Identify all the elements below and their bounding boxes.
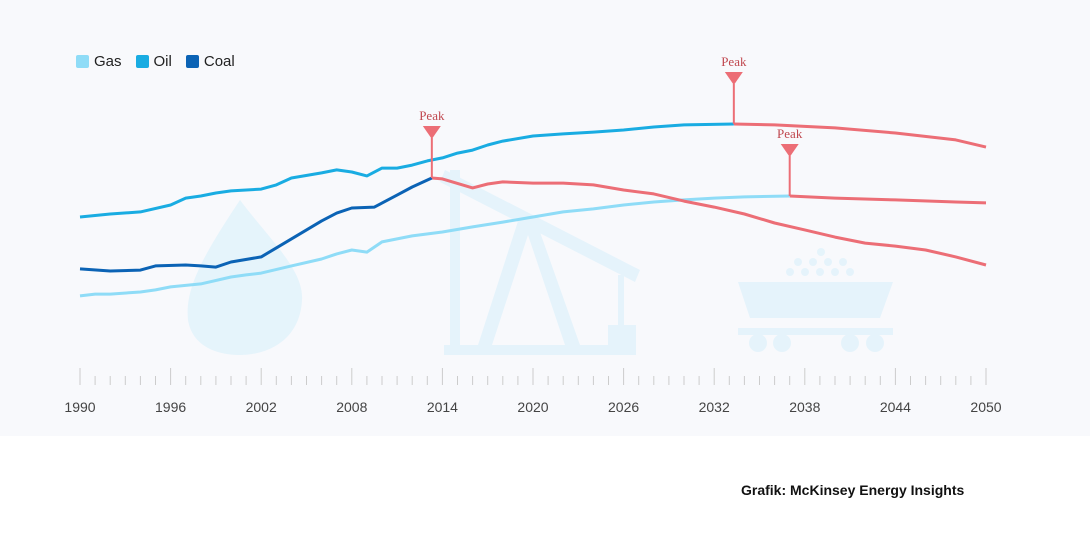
legend-item-gas[interactable]: Gas (76, 53, 122, 70)
watermarks (187, 170, 893, 355)
chart-panel (0, 0, 1090, 436)
coal-cart-icon (738, 248, 893, 352)
gas-peak-label: Peak (777, 126, 803, 141)
legend-swatch-oil (135, 55, 149, 68)
x-axis: 1990 1996 2002 2008 2014 2020 2026 2032 2038 2044… (64, 368, 1002, 415)
coal-line (79, 176, 433, 273)
legend-swatch-gas (76, 55, 89, 68)
coal-forecast-line (431, 176, 987, 267)
legend: Gas Oil Coal (76, 53, 235, 70)
pumpjack-icon (440, 170, 640, 355)
legend-swatch-coal (185, 55, 199, 68)
x-tick-label: 2008 (336, 399, 367, 415)
x-tick-label: 2026 (608, 399, 639, 415)
oil-peak-marker (724, 72, 743, 85)
oil-line (79, 122, 734, 219)
x-tick-label: 2014 (427, 399, 458, 415)
coal-peak-label: Peak (419, 108, 445, 123)
peak-markers: Peak Peak Peak (419, 54, 803, 196)
x-tick-label: 2002 (246, 399, 277, 415)
gas-peak-marker (780, 144, 799, 157)
legend-item-coal[interactable]: Coal (185, 53, 235, 70)
x-tick-label: 2020 (517, 399, 548, 415)
oil-peak-label: Peak (721, 54, 747, 69)
credit-text: Grafik: McKinsey Energy Insights (741, 482, 965, 498)
x-tick-label: 2038 (789, 399, 820, 415)
legend-item-oil[interactable]: Oil (135, 53, 172, 70)
x-tick-label: 1990 (64, 399, 95, 415)
x-tick-label: 2050 (970, 399, 1001, 415)
flame-icon (187, 200, 303, 355)
oil-forecast-line (733, 122, 987, 149)
x-tick-label: 2032 (699, 399, 730, 415)
gas-forecast-line (789, 194, 987, 205)
x-tick-label: 2044 (880, 399, 911, 415)
coal-peak-marker (422, 126, 441, 139)
x-tick-label: 1996 (155, 399, 186, 415)
series-lines (79, 122, 987, 298)
gas-line (79, 194, 790, 298)
